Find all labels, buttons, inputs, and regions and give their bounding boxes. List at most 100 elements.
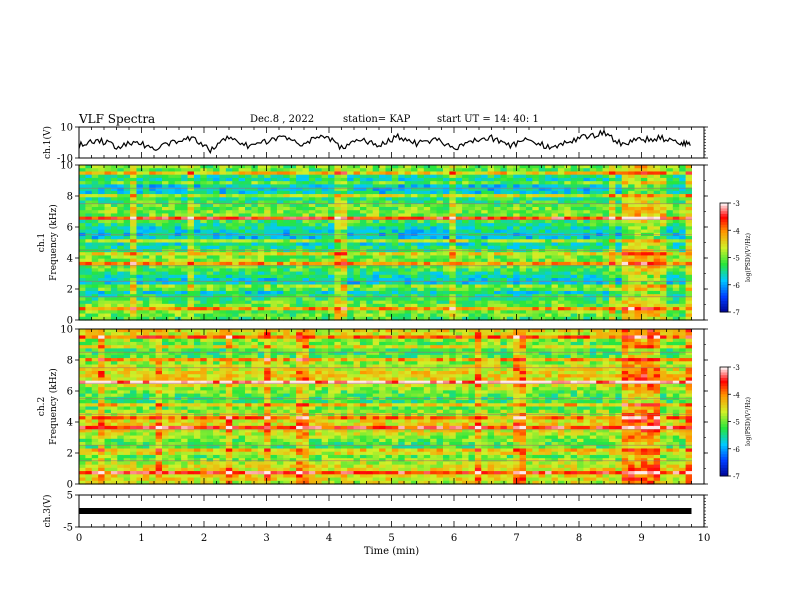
spectrogram-cell (340, 239, 348, 244)
spectrogram-cell (270, 203, 278, 208)
spectrogram-cell (340, 229, 348, 234)
spectrogram-cell (296, 242, 304, 247)
spectrogram-cell (238, 303, 246, 308)
spectrogram-cell (366, 184, 374, 189)
spectrogram-cell (423, 313, 431, 318)
spectrogram-cell (168, 258, 176, 263)
spectrogram-cell (110, 190, 118, 195)
spectrogram-cell (91, 258, 99, 263)
spectrogram-cell (545, 271, 553, 276)
spectrogram-cell (487, 194, 495, 198)
spectrogram-cell (251, 261, 259, 266)
spectrogram-cell (155, 174, 163, 179)
spectrogram-cell (442, 236, 450, 240)
spectrogram-cell (181, 226, 189, 231)
spectrogram-cell (162, 307, 169, 311)
spectrogram-cell (430, 258, 438, 263)
spectrogram-cell (270, 307, 278, 311)
spectrogram-cell (564, 171, 572, 176)
spectrogram-cell (487, 303, 495, 308)
spectrogram-cell (85, 278, 93, 282)
spectrogram-cell (506, 229, 514, 234)
spectrogram-cell (289, 281, 297, 286)
spectrogram-cell (417, 203, 425, 208)
spectrogram-cell (155, 168, 163, 173)
spectrogram-cell (398, 171, 406, 176)
spectrogram-cell (468, 297, 476, 302)
spectrogram-cell (513, 258, 521, 263)
spectrogram-cell (334, 184, 342, 189)
spectrogram-cell (85, 261, 93, 266)
spectrogram-cell (238, 236, 246, 240)
spectrogram-cell (570, 242, 578, 247)
spectrogram-cell (321, 255, 329, 260)
spectrogram-cell (276, 255, 284, 260)
spectrogram-cell (142, 194, 150, 198)
spectrogram-cell (193, 245, 201, 250)
spectrogram-cell (442, 284, 450, 289)
spectrogram-cell (494, 310, 502, 315)
spectrogram-cell (213, 261, 221, 266)
spectrogram-cell (436, 271, 444, 276)
spectrogram-cell (168, 236, 176, 240)
spectrogram-cell (391, 203, 399, 208)
spectrogram-cell (181, 171, 189, 176)
spectrogram-cell (283, 294, 291, 298)
spectrogram-cell (302, 300, 310, 305)
spectrogram-cell (442, 210, 450, 215)
spectrogram-cell (506, 278, 514, 282)
spectrogram-cell (206, 258, 214, 263)
spectrogram-cell (168, 307, 176, 311)
spectrogram-cell (232, 316, 240, 321)
spectrogram-cell (474, 271, 482, 276)
spectrogram-cell (334, 287, 342, 292)
spectrogram-cell (91, 174, 99, 179)
spectrogram-cell (564, 219, 572, 224)
spectrogram-cell (557, 242, 565, 247)
spectrogram-cell (372, 290, 380, 295)
spectrogram-cell (130, 174, 138, 179)
spectrogram-cell (359, 165, 367, 169)
spectrogram-cell (481, 210, 489, 215)
spectrogram-cell (557, 274, 565, 279)
spectrogram-cell (257, 216, 265, 221)
spectrogram-cell (462, 165, 470, 169)
spectrogram-cell (391, 284, 399, 289)
spectrogram-cell (123, 165, 131, 169)
spectrogram-cell (398, 297, 406, 302)
spectrogram-cell (232, 310, 240, 315)
spectrogram-cell (123, 281, 131, 286)
spectrogram-cell (149, 252, 157, 257)
spectrogram-cell (225, 294, 233, 298)
spectrogram-cell (391, 313, 399, 318)
spectrogram-cell (557, 313, 565, 318)
spectrogram-cell (232, 255, 240, 260)
spectrogram-cell (525, 274, 533, 279)
spectrogram-cell (551, 245, 559, 250)
spectrogram-cell (506, 268, 514, 273)
spectrogram-cell (519, 252, 527, 257)
spectrogram-cell (225, 265, 233, 269)
spectrogram-cell (110, 278, 118, 282)
spectrogram-cell (340, 268, 348, 273)
spectrogram-cell (206, 223, 214, 227)
spectrogram-cell (545, 284, 553, 289)
spectrogram-cell (91, 252, 99, 257)
spectrogram-cell (449, 268, 457, 273)
spectrogram-cell (391, 242, 399, 247)
ch1-colorbar (719, 202, 729, 313)
spectrogram-cell (385, 281, 393, 286)
spectrogram-cell (264, 236, 272, 240)
spectrogram-cell (276, 200, 284, 205)
spectrogram-cell (142, 239, 150, 244)
spectrogram-cell (308, 310, 316, 315)
spectrogram-cell (417, 165, 425, 169)
spectrogram-cell (276, 174, 284, 179)
spectrogram-cell (340, 297, 348, 302)
spectrogram-cell (525, 187, 533, 192)
spectrogram-cell (308, 168, 316, 173)
spectrogram-cell (564, 242, 572, 247)
spectrogram-cell (379, 174, 387, 179)
spectrogram-cell (557, 307, 565, 311)
spectrogram-cell (130, 184, 138, 189)
